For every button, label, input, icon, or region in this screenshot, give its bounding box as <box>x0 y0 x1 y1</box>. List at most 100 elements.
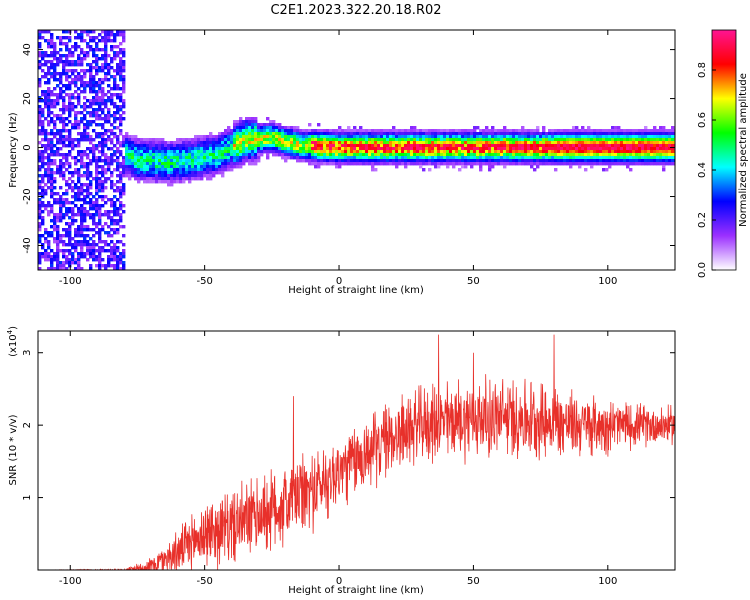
heatmap-cell <box>38 198 42 202</box>
heatmap-cell <box>368 141 372 145</box>
heatmap-cell <box>134 177 138 181</box>
heatmap-cell <box>485 138 489 142</box>
heatmap-cell <box>266 156 270 160</box>
heatmap-cell <box>386 135 390 139</box>
heatmap-cell <box>632 144 636 148</box>
heatmap-cell <box>440 132 444 136</box>
heatmap-cell <box>89 105 93 109</box>
heatmap-cell <box>479 129 483 133</box>
heatmap-cell <box>353 126 357 130</box>
heatmap-cell <box>260 135 264 139</box>
heatmap-cell <box>494 150 498 154</box>
heatmap-cell <box>602 129 606 133</box>
heatmap-cell <box>647 132 651 136</box>
heatmap-cell <box>260 150 264 154</box>
heatmap-cell <box>116 105 120 109</box>
heatmap-cell <box>110 201 114 205</box>
heatmap-cell <box>281 126 285 130</box>
heatmap-cell <box>50 186 54 190</box>
heatmap-cell <box>485 129 489 133</box>
heatmap-cell <box>140 153 144 157</box>
heatmap-cell <box>518 129 522 133</box>
heatmap-cell <box>266 126 270 130</box>
heatmap-cell <box>59 135 63 139</box>
heatmap-cell <box>59 207 63 211</box>
heatmap-cell <box>317 147 321 151</box>
heatmap-cell <box>482 144 486 148</box>
heatmap-cell <box>197 144 201 148</box>
heatmap-cell <box>68 183 72 187</box>
heatmap-cell <box>47 90 51 94</box>
heatmap-cell <box>305 159 309 163</box>
heatmap-cell <box>422 162 426 166</box>
heatmap-cell <box>68 171 72 175</box>
heatmap-cell <box>467 132 471 136</box>
heatmap-cell <box>338 150 342 154</box>
heatmap-cell <box>62 126 66 130</box>
heatmap-cell <box>359 144 363 148</box>
heatmap-cell <box>413 132 417 136</box>
heatmap-cell <box>92 159 96 163</box>
heatmap-cell <box>65 69 69 73</box>
heatmap-cell <box>419 150 423 154</box>
heatmap-cell <box>53 222 57 226</box>
heatmap-cell <box>80 90 84 94</box>
heatmap-cell <box>452 138 456 142</box>
heatmap-cell <box>203 150 207 154</box>
heatmap-cell <box>476 138 480 142</box>
heatmap-cell <box>41 180 45 184</box>
heatmap-cell <box>299 132 303 136</box>
heatmap-cell <box>98 105 102 109</box>
heatmap-cell <box>119 213 123 217</box>
heatmap-cell <box>152 180 156 184</box>
heatmap-cell <box>545 147 549 151</box>
heatmap-cell <box>167 180 171 184</box>
heatmap-cell <box>401 144 405 148</box>
heatmap-cell <box>197 135 201 139</box>
heatmap-cell <box>110 33 114 37</box>
heatmap-cell <box>119 219 123 223</box>
heatmap-cell <box>95 171 99 175</box>
heatmap-cell <box>245 144 249 148</box>
heatmap-cell <box>386 141 390 145</box>
heatmap-cell <box>89 237 93 241</box>
heatmap-cell <box>188 159 192 163</box>
heatmap-cell <box>242 153 246 157</box>
heatmap-cell <box>632 138 636 142</box>
heatmap-cell <box>521 162 525 166</box>
heatmap-cell <box>431 150 435 154</box>
heatmap-cell <box>617 153 621 157</box>
heatmap-cell <box>47 123 51 127</box>
heatmap-cell <box>155 171 159 175</box>
heatmap-cell <box>314 147 318 151</box>
heatmap-cell <box>104 57 108 61</box>
heatmap-cell <box>416 141 420 145</box>
heatmap-cell <box>143 171 147 175</box>
heatmap-cell <box>146 150 150 154</box>
heatmap-cell <box>554 162 558 166</box>
heatmap-cell <box>56 141 60 145</box>
heatmap-cell <box>116 141 120 145</box>
heatmap-cell <box>215 168 219 172</box>
heatmap-cell <box>575 153 579 157</box>
heatmap-cell <box>311 144 315 148</box>
heatmap-cell <box>173 141 177 145</box>
heatmap-cell <box>323 144 327 148</box>
heatmap-cell <box>200 150 204 154</box>
heatmap-cell <box>302 159 306 163</box>
heatmap-cell <box>245 156 249 160</box>
heatmap-cell <box>365 162 369 166</box>
heatmap-cell <box>275 123 279 127</box>
heatmap-cell <box>173 180 177 184</box>
heatmap-cell <box>383 159 387 163</box>
heatmap-cell <box>53 255 57 259</box>
heatmap-cell <box>569 138 573 142</box>
heatmap-cell <box>155 144 159 148</box>
heatmap-cell <box>254 147 258 151</box>
heatmap-cell <box>581 156 585 160</box>
heatmap-cell <box>98 33 102 37</box>
heatmap-cell <box>119 132 123 136</box>
heatmap-cell <box>113 69 117 73</box>
heatmap-cell <box>581 132 585 136</box>
heatmap-cell <box>515 156 519 160</box>
